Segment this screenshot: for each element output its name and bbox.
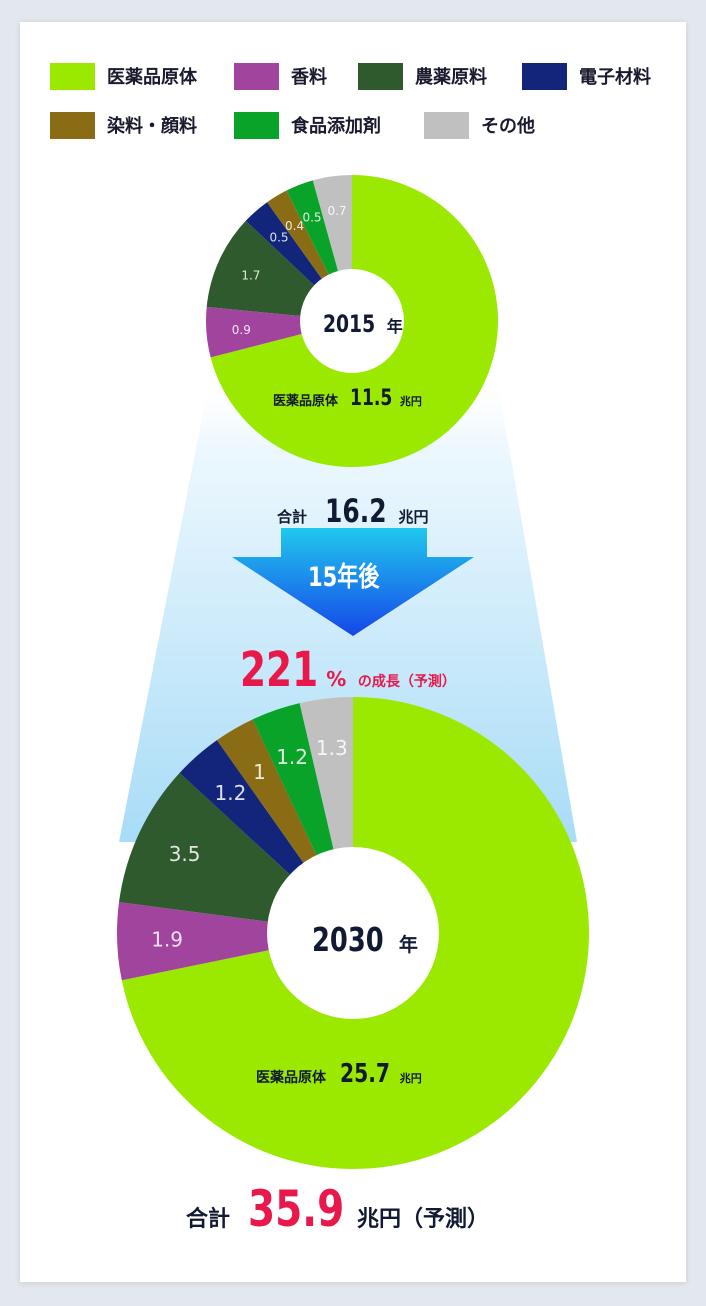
legend-item-agrochemical: 農薬原料 — [358, 62, 487, 90]
legend-swatch — [234, 62, 279, 90]
legend-label: 電子材料 — [579, 67, 651, 88]
legend-label: 食品添加剤 — [291, 116, 381, 137]
slice-value-label-2030-2: 3.5 — [169, 842, 201, 866]
growth-percent: % — [326, 667, 347, 691]
pie-chart-2015: 0.9 1.7 0.50.40.5 0.7 — [206, 175, 499, 468]
pie-slice-2030-1 — [116, 902, 354, 981]
growth-value: 221 — [240, 642, 319, 698]
pie-chart-2030: 1.9 3.5 1.2 1 1.2 1.3 — [116, 697, 589, 1169]
slice-value-label-2015-3: 0.5 — [269, 231, 288, 245]
slice-value-label-2015-1: 0.9 — [232, 323, 251, 337]
donut-hole-2015 — [300, 269, 404, 373]
legend-swatch — [234, 111, 279, 139]
legend-item-electronic: 電子材料 — [522, 62, 651, 90]
legend-swatch — [50, 111, 95, 139]
legend-item-pharma: 医薬品原体 — [50, 62, 197, 90]
charts-canvas: 0.9 1.7 0.50.40.5 0.7 1.9 3.5 1.2 1 1.2 1.3 — [116, 175, 589, 1169]
legend-swatch — [358, 62, 403, 90]
main-slice-unit-2015: 兆円 — [399, 395, 422, 408]
total-unit-2015: 兆円 — [398, 508, 429, 526]
center-label-2015: 2015 年 — [323, 310, 403, 338]
legend-label: 医薬品原体 — [107, 67, 197, 88]
legend-item-fragrance: 香料 — [234, 62, 327, 90]
center-year-suffix-2030: 年 — [398, 934, 418, 956]
total-2015: 合計 16.2 兆円 — [277, 492, 429, 530]
legend: 医薬品原体 香料 農薬原料 電子材料 染料・顔料 食品添加剤 その他 — [20, 22, 686, 162]
main-slice-label-2015: 医薬品原体 11.5 兆円 — [273, 386, 422, 411]
slice-value-label-2030-3: 1.2 — [214, 781, 246, 805]
main-slice-value-2030: 25.7 — [339, 1059, 390, 1089]
main-slice-value-2015: 11.5 — [349, 386, 392, 411]
legend-label: 香料 — [291, 67, 327, 88]
legend-swatch — [522, 62, 567, 90]
slice-value-label-2030-4: 1 — [253, 760, 266, 784]
slice-value-label-2030-1: 1.9 — [151, 928, 183, 952]
total-2030: 合計 35.9 兆円（予測） — [186, 1180, 489, 1238]
growth-text: の成長（予測） — [357, 674, 456, 690]
legend-swatch — [50, 62, 95, 90]
legend-label: 農薬原料 — [415, 67, 487, 88]
growth-label: 221% の成長（予測） — [240, 642, 456, 698]
total-value-2030: 35.9 — [247, 1180, 344, 1238]
legend-label: 染料・顔料 — [107, 116, 197, 137]
main-slice-name-2015: 医薬品原体 — [273, 394, 339, 409]
legend-item-food-additive: 食品添加剤 — [234, 111, 381, 139]
arrow-label: 15年後 — [308, 555, 400, 594]
total-value-2015: 16.2 — [324, 492, 387, 530]
legend-item-other: その他 — [424, 111, 535, 139]
legend-item-dye: 染料・顔料 — [50, 111, 197, 139]
legend-label: その他 — [481, 116, 535, 137]
slice-value-label-2030-5: 1.2 — [276, 745, 308, 769]
slice-value-label-2015-6: 0.7 — [327, 204, 346, 218]
infographic-card: 医薬品原体 香料 農薬原料 電子材料 染料・顔料 食品添加剤 その他 — [20, 22, 686, 1282]
slice-value-label-2015-4: 0.4 — [285, 219, 304, 233]
total-unit-2030: 兆円（予測） — [356, 1207, 489, 1232]
center-year-2030: 2030 — [312, 920, 384, 959]
center-year-2015: 2015 — [323, 310, 376, 338]
main-slice-unit-2030: 兆円 — [399, 1072, 422, 1085]
center-year-suffix-2015: 年 — [386, 317, 403, 336]
donut-hole-2030 — [267, 847, 439, 1019]
total-prefix-2015: 合計 — [277, 508, 308, 526]
legend-swatch — [424, 111, 469, 139]
slice-value-label-2015-5: 0.5 — [302, 211, 321, 225]
slice-value-label-2030-6: 1.3 — [316, 736, 348, 760]
main-slice-name-2030: 医薬品原体 — [256, 1070, 326, 1086]
slice-value-label-2015-2: 1.7 — [241, 268, 260, 282]
main-slice-label-2030: 医薬品原体 25.7 兆円 — [256, 1059, 422, 1089]
total-prefix-2030: 合計 — [186, 1207, 231, 1232]
down-arrow-icon — [232, 528, 474, 636]
arrow-label-text: 15年後 — [308, 562, 380, 593]
center-label-2030: 2030 年 — [312, 920, 418, 959]
